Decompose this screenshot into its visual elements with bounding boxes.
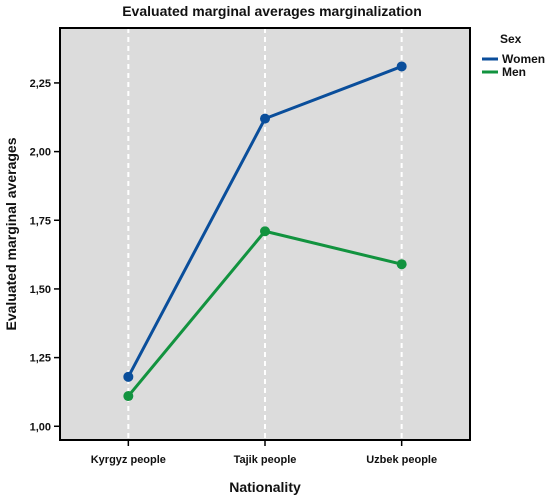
vertical-gridlines xyxy=(127,28,403,440)
legend-label-men: Men xyxy=(502,65,526,79)
x-tick-label: Uzbek people xyxy=(366,454,437,466)
series-layer xyxy=(123,61,407,402)
x-tick-label: Kyrgyz people xyxy=(91,454,166,466)
data-point-men xyxy=(260,226,270,237)
y-axis-label: Evaluated marginal averages xyxy=(3,137,19,330)
y-axis: 1,00 1,25 1,50 1,75 2,00 2,25 xyxy=(30,78,60,433)
x-axis-label: Nationality xyxy=(229,479,301,495)
y-tick-label: 1,25 xyxy=(30,353,51,365)
data-point-men xyxy=(123,391,134,402)
y-tick-label: 1,00 xyxy=(30,421,51,433)
x-axis: Kyrgyz people Tajik people Uzbek people xyxy=(91,440,437,466)
plot-frame xyxy=(59,27,471,441)
x-tick-label: Tajik people xyxy=(234,454,297,466)
data-point-women xyxy=(396,61,407,72)
data-point-women xyxy=(123,371,134,382)
chart-title: Evaluated marginal averages marginalizat… xyxy=(122,3,422,19)
y-tick-label: 1,50 xyxy=(30,284,51,296)
y-tick-label: 2,25 xyxy=(30,78,51,90)
legend-label-women: Women xyxy=(502,52,545,66)
data-point-men xyxy=(396,259,407,270)
y-tick-label: 2,00 xyxy=(30,147,51,159)
data-point-women xyxy=(260,113,270,124)
legend-title: Sex xyxy=(500,32,522,46)
y-tick-label: 1,75 xyxy=(30,215,51,227)
